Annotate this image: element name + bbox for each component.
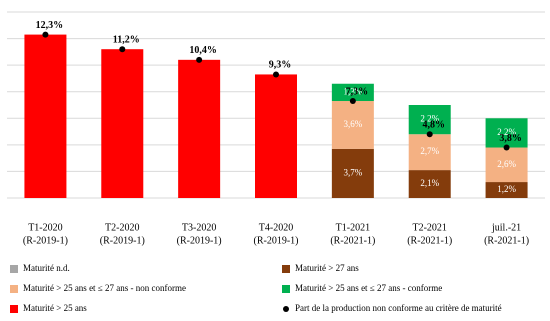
legend-swatch <box>10 285 18 293</box>
bar-segment <box>485 118 528 148</box>
point-label: 3,8% <box>499 133 522 144</box>
point <box>119 46 126 53</box>
legend-label: Maturité > 25 ans et ≤ 27 ans - non conf… <box>23 283 186 293</box>
point <box>196 56 203 63</box>
legend-swatch <box>282 285 290 293</box>
legend-label: Maturité > 27 ans <box>295 263 359 273</box>
legend-swatch <box>10 265 18 273</box>
point-label: 10,4% <box>189 45 217 56</box>
bar-segment <box>331 101 374 149</box>
legend-label: Maturité > 25 ans <box>23 303 87 313</box>
bar-segment <box>331 83 374 102</box>
legend-marker <box>283 306 289 312</box>
value-label: 2,2% <box>497 127 516 137</box>
legend-label: Part de la production non conforme au cr… <box>295 303 502 313</box>
legend-swatch <box>10 305 18 313</box>
x-tick-label: (R-2019-1) <box>23 235 68 246</box>
point-label: 7,3% <box>346 86 369 97</box>
value-label: 2,7% <box>420 146 439 156</box>
point-label: 12,3% <box>36 20 64 31</box>
point-label: 4,8% <box>422 120 445 131</box>
x-tick-label: T2-2020 <box>105 222 139 233</box>
point-label: 9,3% <box>269 60 292 71</box>
x-tick-label: juil.-21 <box>491 222 521 233</box>
point <box>273 71 279 78</box>
value-label: 2,1% <box>420 178 439 188</box>
value-label: 1,3% <box>343 86 362 96</box>
bar-segment <box>101 49 144 199</box>
x-tick-label: (R-2019-1) <box>177 235 222 246</box>
bar-segment <box>485 182 528 198</box>
bar-segment <box>178 59 221 199</box>
bar-segment <box>24 34 67 199</box>
bar-segment <box>408 170 451 198</box>
bar-segment <box>331 148 374 198</box>
x-tick-label: (R-2021-1) <box>330 235 375 246</box>
x-tick-label: T3-2020 <box>182 222 216 233</box>
value-label: 3,6% <box>343 119 362 129</box>
x-tick-label: T1-2021 <box>336 222 370 233</box>
x-tick-label: (R-2021-1) <box>407 235 452 246</box>
bar-segment <box>408 105 451 135</box>
x-tick-label: T2-2021 <box>412 222 446 233</box>
point <box>349 98 356 105</box>
value-label: 2,6% <box>497 159 516 169</box>
legend-label: Maturité > 25 ans et ≤ 27 ans - conforme <box>295 283 442 293</box>
bar-segment <box>255 74 297 198</box>
point <box>503 144 510 151</box>
x-tick-label: (R-2019-1) <box>100 235 145 246</box>
bar-segment <box>408 134 451 171</box>
bar-segment <box>485 147 528 183</box>
point <box>426 131 433 138</box>
x-tick-label: (R-2019-1) <box>254 235 299 246</box>
value-label: 3,7% <box>343 167 362 177</box>
legend-swatch <box>282 265 290 273</box>
value-label: 1,2% <box>497 184 516 194</box>
x-tick-label: T1-2020 <box>28 222 62 233</box>
x-tick-label: T4-2020 <box>259 222 293 233</box>
x-tick-label: (R-2021-1) <box>484 235 529 246</box>
value-label: 2,2% <box>420 114 439 124</box>
point-label: 11,2% <box>113 34 140 45</box>
legend-label: Maturité n.d. <box>23 263 70 273</box>
point <box>42 31 49 38</box>
